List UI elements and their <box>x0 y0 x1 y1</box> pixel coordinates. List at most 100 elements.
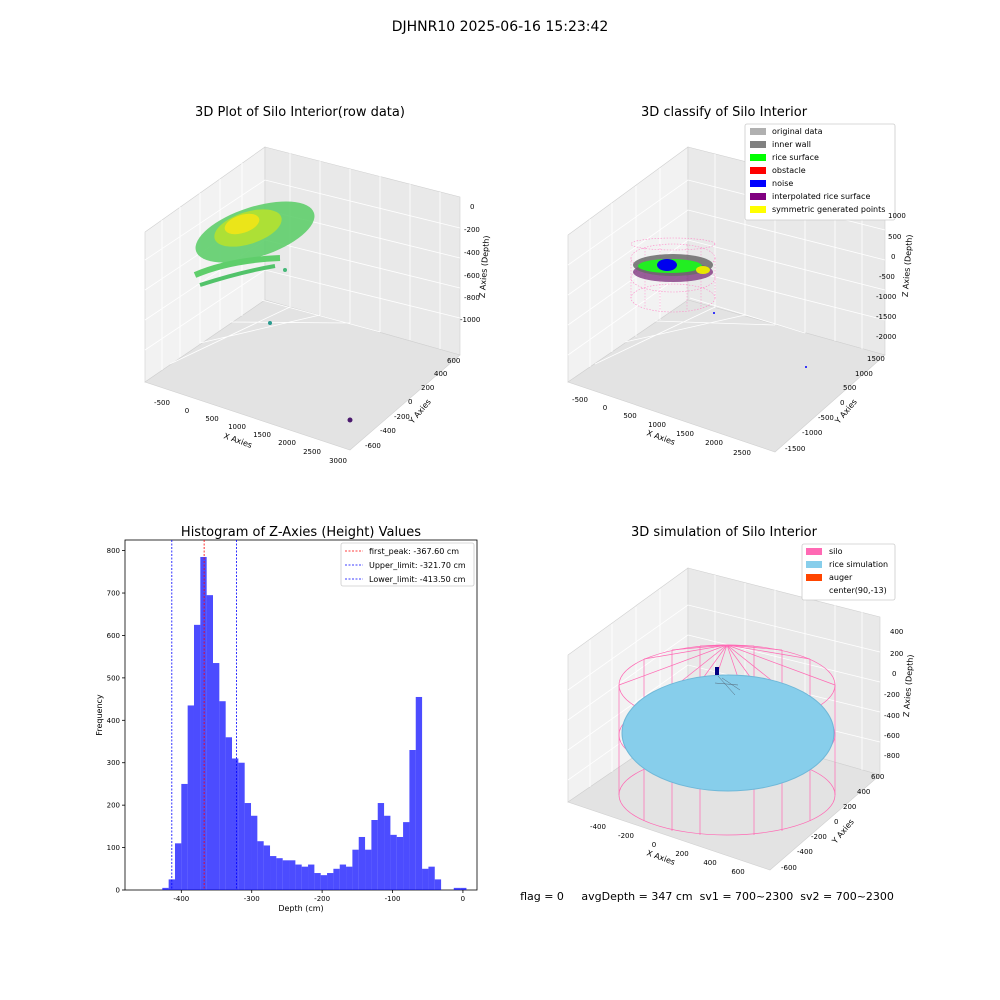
raw-y-tick: -600 <box>365 442 381 450</box>
histogram-bar <box>225 737 233 890</box>
histogram-y-tick-label: 400 <box>107 717 120 725</box>
histogram-bar <box>282 860 290 890</box>
simulation-x-label: X Axies <box>645 848 676 867</box>
legend-swatch <box>806 587 822 594</box>
simulation-y-tick: -400 <box>797 848 813 856</box>
classify-grid <box>567 154 886 367</box>
legend-label: rice surface <box>772 153 819 162</box>
histogram-x-tick-label: -400 <box>173 895 189 903</box>
simulation-y-tick: -200 <box>811 833 827 841</box>
classify-z-tick: 0 <box>891 253 895 261</box>
histogram-x-ticks: -400 -300 -200 -100 0 <box>173 890 465 903</box>
classify-y-tick: 0 <box>840 399 844 407</box>
simulation-y-ticks: -600 -400 -200 0 200 400 600 <box>781 773 884 872</box>
classify-x-tick: 2000 <box>705 439 723 447</box>
classify-z-ticks: 1000 500 0 -500 -1000 -1500 -2000 <box>876 212 906 341</box>
raw-y-tick: 400 <box>434 370 447 378</box>
histogram-bar <box>213 663 220 890</box>
simulation-z-tick: -400 <box>884 712 900 720</box>
histogram-bar <box>434 879 442 890</box>
histogram-bar <box>219 701 226 890</box>
raw-x-tick: 2500 <box>303 448 321 456</box>
legend-swatch <box>750 206 766 213</box>
figure-suptitle: DJHNR10 2025-06-16 15:23:42 <box>392 19 609 35</box>
raw-z-tick: -800 <box>464 294 480 302</box>
classify-x-label: X Axies <box>645 428 676 447</box>
raw-y-tick: 200 <box>421 384 434 392</box>
histogram-bar <box>263 845 271 890</box>
legend-label: original data <box>772 127 823 136</box>
histogram-bar <box>232 758 239 890</box>
histogram-bar <box>428 866 435 890</box>
simulation-z-tick: 0 <box>892 670 896 678</box>
classify-z-tick: -2000 <box>876 333 896 341</box>
histogram-bar <box>346 866 353 890</box>
classify-z-tick: -500 <box>879 273 895 281</box>
histogram-y-tick-label: 700 <box>107 590 120 598</box>
classify-point-cloud <box>630 237 807 368</box>
histogram-y-tick-label: 0 <box>116 887 120 895</box>
histogram-bar <box>257 841 264 890</box>
histogram-y-tick-label: 100 <box>107 844 120 852</box>
simulation-z-tick: 200 <box>890 650 903 658</box>
histogram-bar <box>162 887 169 890</box>
histogram-bar <box>415 696 423 890</box>
raw-y-tick: -400 <box>380 427 396 435</box>
legend-swatch <box>750 141 766 148</box>
simulation-z-ticks: 400 200 0 -200 -400 -600 -800 <box>884 628 903 760</box>
histogram-bar <box>193 624 201 890</box>
raw-z-tick: 0 <box>470 203 474 211</box>
auger-marker <box>715 667 719 675</box>
histogram-bar <box>308 864 315 890</box>
histogram-reference-lines <box>171 540 237 890</box>
classify-z-tick: 500 <box>888 233 901 241</box>
legend-label: obstacle <box>772 166 806 175</box>
legend-label: first_peak: -367.60 cm <box>369 547 459 556</box>
raw-y-tick: 600 <box>447 357 460 365</box>
classify-y-tick: 1500 <box>867 355 885 363</box>
simulation-grid <box>567 575 881 787</box>
simulation-x-tick: -400 <box>590 823 606 831</box>
classify-y-tick: 1000 <box>855 370 873 378</box>
classify-z-tick: -1000 <box>876 293 896 301</box>
legend-label: center(90,-13) <box>829 586 887 595</box>
raw-z-label: Z Axies (Depth) <box>478 235 491 298</box>
simulation-3d-panel: 3D simulation of Silo Interior <box>567 525 915 876</box>
legend-swatch <box>806 548 822 555</box>
raw-x-tick: 500 <box>205 415 218 423</box>
histogram-bar <box>460 887 467 890</box>
classify-x-tick: 500 <box>623 412 636 420</box>
legend-swatch <box>806 574 822 581</box>
simulation-z-tick: 400 <box>890 628 903 636</box>
histogram-bar <box>320 875 328 890</box>
legend-label: inner wall <box>772 140 811 149</box>
histogram-bar <box>358 836 366 890</box>
simulation-legend: silo rice simulation auger center(90,-13… <box>801 543 896 601</box>
histogram-bar <box>377 803 385 890</box>
classify-x-tick: 2500 <box>733 449 751 457</box>
simulation-rice-surface <box>621 667 835 792</box>
histogram-x-tick-label: -200 <box>314 895 330 903</box>
histogram-x-label: Depth (cm) <box>278 904 323 913</box>
histogram-bar <box>339 864 347 890</box>
raw-z-tick: -1000 <box>460 316 480 324</box>
histogram-y-tick-label: 500 <box>107 674 120 682</box>
classify-3d-panel: 3D classify of Silo Interior <box>567 105 914 457</box>
legend-label: noise <box>772 179 793 188</box>
histogram-bar <box>384 815 391 890</box>
legend-swatch <box>750 128 766 135</box>
raw-z-tick: -600 <box>464 272 480 280</box>
histogram-y-tick-label: 600 <box>107 632 120 640</box>
simulation-x-tick: 400 <box>703 859 716 867</box>
simulation-z-tick: -600 <box>884 732 900 740</box>
simulation-z-tick: -200 <box>884 691 900 699</box>
simulation-y-tick: 600 <box>871 773 884 781</box>
histogram-bar <box>244 803 252 890</box>
histogram-bar <box>409 750 416 890</box>
simulation-x-tick: 0 <box>652 841 656 849</box>
classify-z-tick: -1500 <box>876 313 896 321</box>
classify-panel-title: 3D classify of Silo Interior <box>641 105 808 120</box>
histogram-bar <box>396 836 404 890</box>
raw-z-tick: -200 <box>464 226 480 234</box>
